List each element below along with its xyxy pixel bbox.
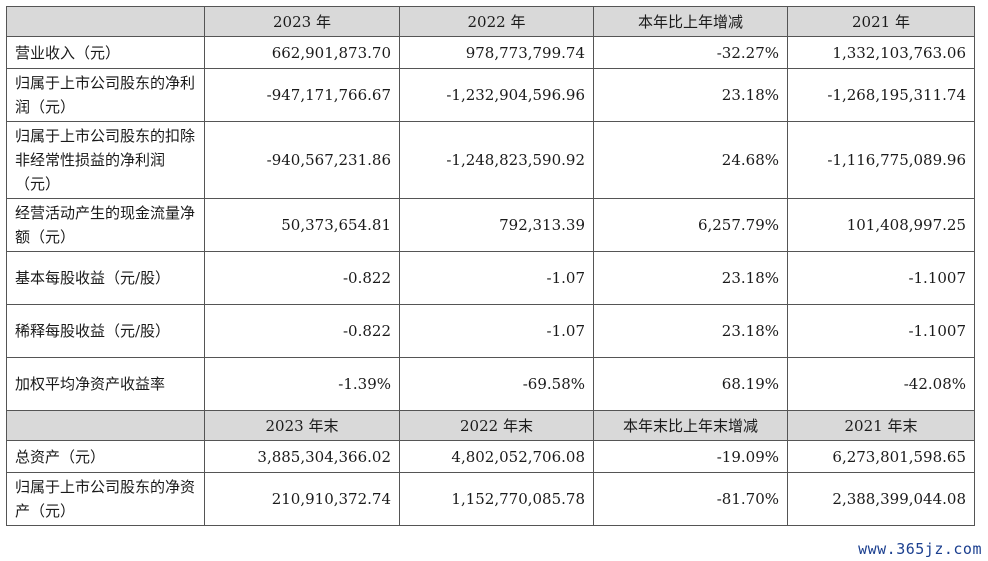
header-blank	[6, 410, 205, 441]
row-label: 归属于上市公司股东的扣除非经常性损益的净利润（元）	[6, 121, 205, 199]
cell-2022: -1.07	[399, 304, 594, 358]
table-header-row-year-end: 2023 年末 2022 年末 本年末比上年末增减 2021 年末	[6, 410, 975, 441]
cell-2023: -0.822	[204, 251, 400, 305]
watermark: www.365jz.com	[856, 539, 984, 559]
cell-change: 24.68%	[593, 121, 788, 199]
cell-change: -81.70%	[593, 472, 788, 526]
table-row-roe: 加权平均净资产收益率 -1.39% -69.58% 68.19% -42.08%	[6, 357, 975, 411]
header-2023: 2023 年	[204, 6, 400, 37]
table-row-basic-eps: 基本每股收益（元/股） -0.822 -1.07 23.18% -1.1007	[6, 251, 975, 305]
table-row-total-assets: 总资产（元） 3,885,304,366.02 4,802,052,706.08…	[6, 440, 975, 473]
table-row-net-assets: 归属于上市公司股东的净资产（元） 210,910,372.74 1,152,77…	[6, 472, 975, 526]
cell-change: 23.18%	[593, 251, 788, 305]
cell-2021: -1,116,775,089.96	[787, 121, 975, 199]
row-label: 归属于上市公司股东的净利润（元）	[6, 68, 205, 122]
cell-2023: -1.39%	[204, 357, 400, 411]
cell-2021: -1.1007	[787, 304, 975, 358]
cell-2021: 6,273,801,598.65	[787, 440, 975, 473]
cell-2022: -1,248,823,590.92	[399, 121, 594, 199]
cell-change: 68.19%	[593, 357, 788, 411]
cell-2022: 792,313.39	[399, 198, 594, 252]
cell-2021: -1.1007	[787, 251, 975, 305]
table-row-net-profit: 归属于上市公司股东的净利润（元） -947,171,766.67 -1,232,…	[6, 68, 975, 122]
row-label: 稀释每股收益（元/股）	[6, 304, 205, 358]
row-label: 加权平均净资产收益率	[6, 357, 205, 411]
row-label: 营业收入（元）	[6, 36, 205, 69]
cell-2023: -947,171,766.67	[204, 68, 400, 122]
cell-2022: 4,802,052,706.08	[399, 440, 594, 473]
cell-2022: -69.58%	[399, 357, 594, 411]
table-row-operating-cash-flow: 经营活动产生的现金流量净额（元） 50,373,654.81 792,313.3…	[6, 198, 975, 252]
table-row-revenue: 营业收入（元） 662,901,873.70 978,773,799.74 -3…	[6, 36, 975, 69]
cell-2023: -940,567,231.86	[204, 121, 400, 199]
row-label: 经营活动产生的现金流量净额（元）	[6, 198, 205, 252]
row-label: 归属于上市公司股东的净资产（元）	[6, 472, 205, 526]
row-label: 总资产（元）	[6, 440, 205, 473]
header-change: 本年比上年增减	[593, 6, 788, 37]
cell-change: -32.27%	[593, 36, 788, 69]
header-2022-end: 2022 年末	[399, 410, 594, 441]
cell-2022: -1.07	[399, 251, 594, 305]
header-2021-end: 2021 年末	[787, 410, 975, 441]
cell-2022: -1,232,904,596.96	[399, 68, 594, 122]
header-2021: 2021 年	[787, 6, 975, 37]
cell-2021: 101,408,997.25	[787, 198, 975, 252]
cell-change: 23.18%	[593, 68, 788, 122]
table-header-row: 2023 年 2022 年 本年比上年增减 2021 年	[6, 6, 975, 37]
cell-2022: 978,773,799.74	[399, 36, 594, 69]
cell-2023: 210,910,372.74	[204, 472, 400, 526]
cell-2022: 1,152,770,085.78	[399, 472, 594, 526]
cell-change: -19.09%	[593, 440, 788, 473]
cell-2023: 662,901,873.70	[204, 36, 400, 69]
cell-2023: 3,885,304,366.02	[204, 440, 400, 473]
header-change-end: 本年末比上年末增减	[593, 410, 788, 441]
cell-2021: 1,332,103,763.06	[787, 36, 975, 69]
cell-2023: -0.822	[204, 304, 400, 358]
cell-change: 23.18%	[593, 304, 788, 358]
cell-2023: 50,373,654.81	[204, 198, 400, 252]
header-blank	[6, 6, 205, 37]
table-row-diluted-eps: 稀释每股收益（元/股） -0.822 -1.07 23.18% -1.1007	[6, 304, 975, 358]
cell-2021: 2,388,399,044.08	[787, 472, 975, 526]
header-2023-end: 2023 年末	[204, 410, 400, 441]
header-2022: 2022 年	[399, 6, 594, 37]
financial-summary-table: 2023 年 2022 年 本年比上年增减 2021 年 营业收入（元） 662…	[6, 6, 975, 526]
row-label: 基本每股收益（元/股）	[6, 251, 205, 305]
table-row-adjusted-net-profit: 归属于上市公司股东的扣除非经常性损益的净利润（元） -940,567,231.8…	[6, 121, 975, 199]
cell-2021: -42.08%	[787, 357, 975, 411]
cell-2021: -1,268,195,311.74	[787, 68, 975, 122]
cell-change: 6,257.79%	[593, 198, 788, 252]
